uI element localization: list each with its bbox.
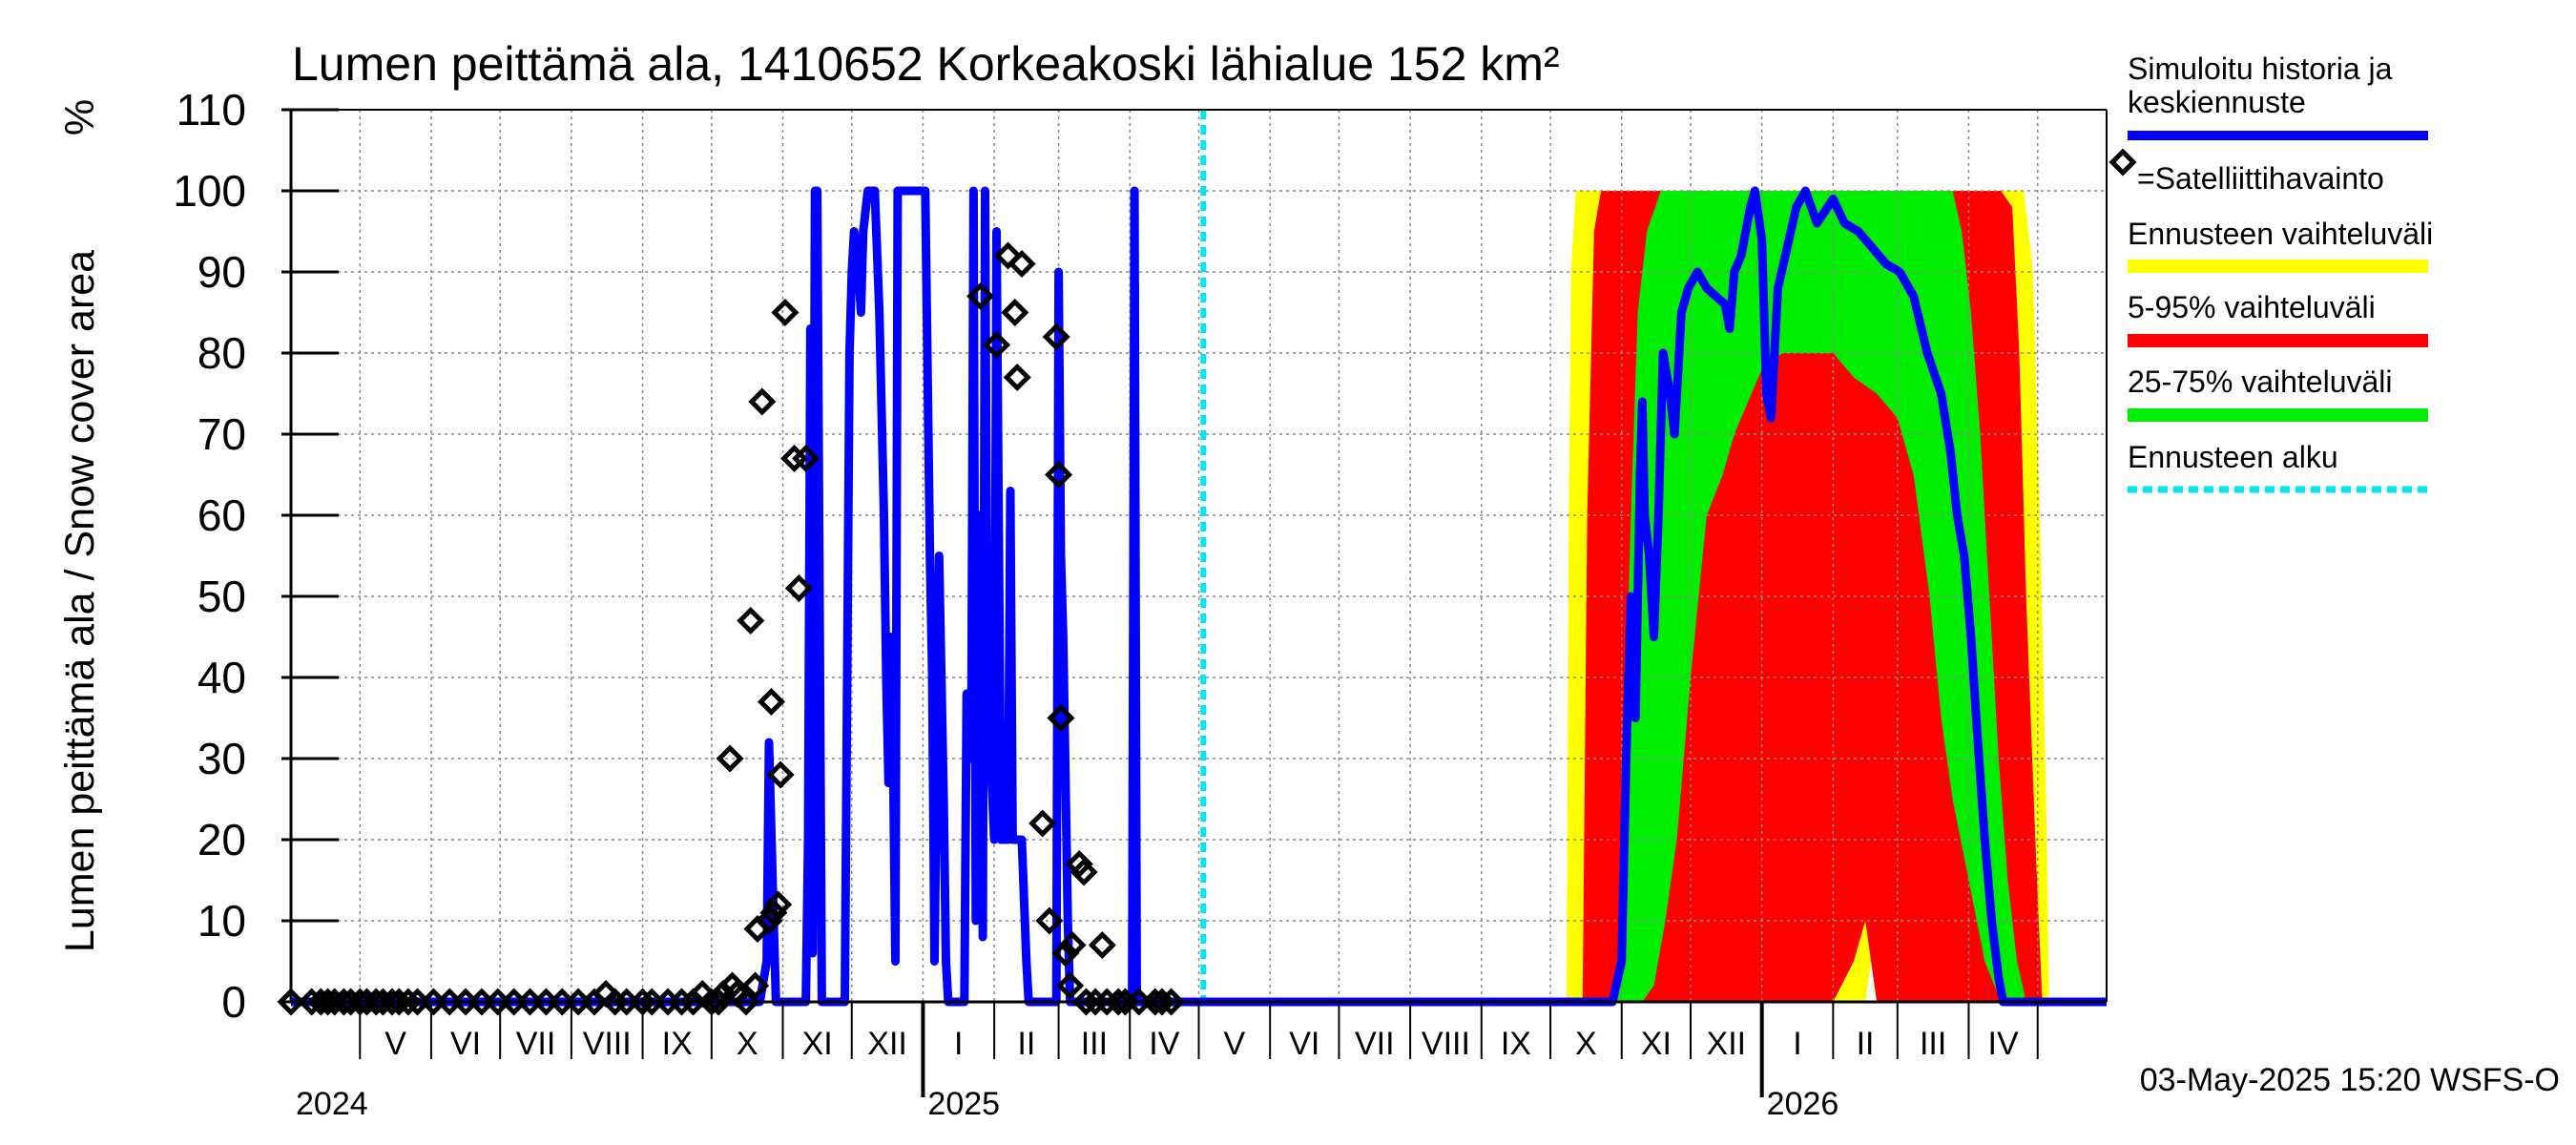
- satellite-point: [759, 898, 788, 927]
- month-label: IV: [1988, 1026, 2019, 1062]
- satellite-point: [704, 988, 733, 1016]
- legend-ensemble-label: Ennusteen vaihteluväli: [2128, 217, 2433, 251]
- satellite-point: [394, 988, 423, 1016]
- satellite-point: [1148, 988, 1176, 1016]
- satellite-point: [1003, 363, 1031, 392]
- timestamp: 03-May-2025 15:20 WSFS-O: [2140, 1062, 2560, 1098]
- satellite-point: [1001, 298, 1029, 327]
- satellite-point: [757, 687, 785, 717]
- year-label: 2026: [1767, 1086, 1839, 1122]
- year-label: 2024: [296, 1086, 368, 1122]
- satellite-observations: [277, 241, 1186, 1016]
- y-axis-unit: %: [57, 99, 103, 135]
- y-tick-label: 110: [177, 85, 246, 135]
- legend-satellite-label: =Satelliittihavainto: [2137, 161, 2384, 196]
- month-label: XI: [802, 1026, 833, 1062]
- chart-title: Lumen peittämä ala, 1410652 Korkeakoski …: [292, 37, 1560, 91]
- satellite-point: [717, 971, 747, 1000]
- satellite-point: [1042, 323, 1070, 351]
- simulated-line: [291, 186, 2107, 1007]
- month-label: VII: [516, 1026, 556, 1062]
- satellite-point: [1070, 858, 1098, 886]
- satellite-point: [771, 298, 800, 327]
- satellite-point: [764, 890, 793, 919]
- month-label: VIII: [1422, 1026, 1470, 1062]
- satellite-point: [1045, 460, 1073, 489]
- y-tick-label: 20: [197, 815, 246, 864]
- month-label: I: [954, 1026, 963, 1062]
- satellite-point: [792, 444, 821, 473]
- satellite-point: [1056, 971, 1085, 1000]
- satellite-point: [1028, 809, 1057, 838]
- y-tick-label: 70: [197, 409, 246, 459]
- satellite-point: [1051, 939, 1080, 968]
- month-label: IX: [662, 1026, 693, 1062]
- legend-5-95-label: 5-95% vaihteluväli: [2128, 290, 2376, 324]
- satellite-point: [1157, 988, 1186, 1016]
- month-label: XII: [1707, 1026, 1747, 1062]
- y-tick-label: 30: [197, 734, 246, 783]
- satellite-point: [748, 387, 777, 416]
- month-label: V: [1223, 1026, 1245, 1062]
- month-label: III: [1920, 1026, 1946, 1062]
- satellite-point: [1058, 930, 1087, 960]
- band-00ee00: [1616, 191, 2026, 1002]
- satellite-point: [1071, 988, 1101, 1016]
- satellite-point: [966, 281, 995, 311]
- month-label: IV: [1149, 1026, 1179, 1062]
- satellite-point: [384, 988, 413, 1016]
- satellite-point: [766, 760, 795, 789]
- month-label: IX: [1501, 1026, 1531, 1062]
- satellite-point: [755, 906, 783, 935]
- month-label: VII: [1355, 1026, 1395, 1062]
- month-label: VIII: [583, 1026, 632, 1062]
- month-label: X: [737, 1026, 758, 1062]
- satellite-point: [994, 241, 1023, 270]
- y-tick-label: 0: [221, 977, 246, 1027]
- legend-simulated-label-2: keskiennuste: [2128, 85, 2306, 119]
- y-tick-label: 10: [197, 896, 246, 946]
- forecast-bands: [1566, 191, 2082, 1002]
- month-label: VI: [450, 1026, 481, 1062]
- satellite-point: [741, 971, 770, 1000]
- year-label: 2025: [927, 1086, 1000, 1122]
- legend-simulated-label-1: Simuloitu historia ja: [2128, 52, 2393, 86]
- satellite-point: [784, 573, 813, 603]
- y-tick-label: 50: [197, 572, 246, 621]
- satellite-point: [1088, 930, 1116, 960]
- y-axis-label: Lumen peittämä ala / Snow cover area: [57, 250, 103, 952]
- y-tick-label: 80: [197, 328, 246, 378]
- y-tick-label: 60: [197, 490, 246, 540]
- month-label: I: [1793, 1026, 1801, 1062]
- month-label: XII: [867, 1026, 907, 1062]
- month-label: II: [1857, 1026, 1875, 1062]
- satellite-point: [716, 744, 744, 773]
- satellite-point: [1104, 988, 1132, 1016]
- month-label: X: [1575, 1026, 1597, 1062]
- simulated-line-layer: [291, 186, 2107, 1007]
- month-label: VI: [1289, 1026, 1319, 1062]
- satellite-point: [1008, 249, 1036, 279]
- y-tick-label: 100: [173, 166, 246, 216]
- legend-satellite-marker: [2109, 148, 2137, 177]
- month-label: II: [1017, 1026, 1035, 1062]
- month-label: V: [384, 1026, 406, 1062]
- satellite-point: [732, 988, 760, 1016]
- satellite-point: [1047, 703, 1075, 733]
- month-label: III: [1081, 1026, 1108, 1062]
- y-tick-label: 90: [197, 247, 246, 297]
- legend-25-75-label: 25-75% vaihteluväli: [2128, 364, 2393, 399]
- y-tick-label: 40: [197, 653, 246, 702]
- satellite-point: [277, 988, 305, 1016]
- satellite-point: [679, 988, 708, 1016]
- satellite-point: [737, 606, 765, 635]
- month-label: XI: [1641, 1026, 1672, 1062]
- satellite-point: [1065, 849, 1093, 879]
- satellite-point: [1035, 906, 1064, 935]
- satellite-point: [982, 330, 1011, 360]
- legend-forecast-start-label: Ennusteen alku: [2128, 440, 2338, 474]
